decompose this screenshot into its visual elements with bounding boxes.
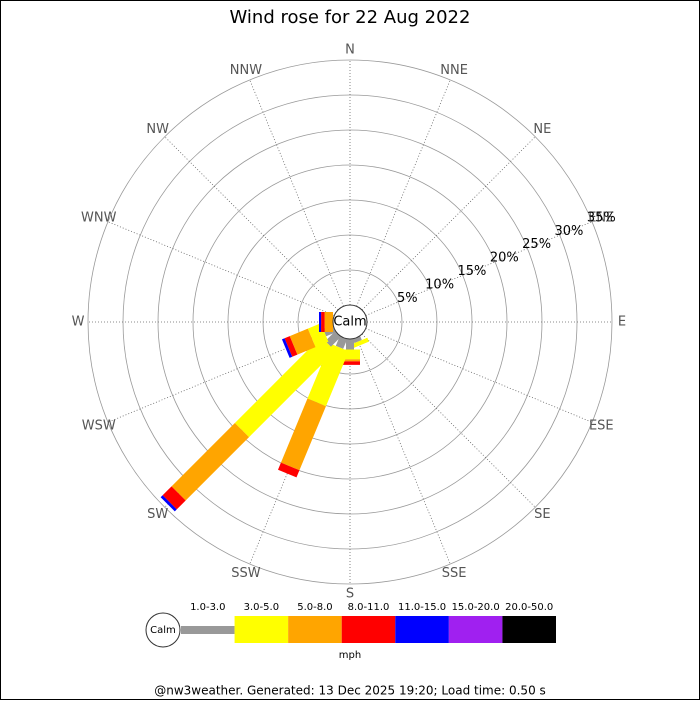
ring-label: 35% <box>587 210 616 225</box>
legend-swatch <box>234 616 289 643</box>
wind-bar <box>352 336 362 344</box>
direction-label: E <box>618 315 626 330</box>
wind-bar <box>171 422 250 501</box>
legend-label: 20.0-50.0 <box>505 602 553 613</box>
direction-label: NNW <box>230 63 262 78</box>
wind-bar <box>307 343 349 407</box>
direction-label: SSE <box>442 566 467 581</box>
legend-swatch <box>341 616 396 643</box>
direction-label: ESE <box>589 419 614 434</box>
wind-bar <box>346 339 354 350</box>
calm-circle <box>332 304 368 340</box>
legend-label: 11.0-15.0 <box>398 602 446 613</box>
ring-label: 15% <box>457 264 486 279</box>
direction-label: N <box>345 43 355 58</box>
spoke <box>365 221 593 316</box>
spoke <box>107 328 335 423</box>
spoke <box>249 337 344 565</box>
ring <box>192 164 508 480</box>
direction-label: NE <box>533 122 551 137</box>
wind-bar <box>281 338 293 358</box>
wind-bar <box>284 336 298 357</box>
spoke <box>356 337 451 565</box>
legend-unit: mph <box>339 650 361 661</box>
wind-bar <box>324 312 333 332</box>
wind-bar <box>307 323 329 348</box>
direction-label: WNW <box>81 210 117 225</box>
direction-label: SSW <box>231 566 261 581</box>
spoke <box>361 136 536 311</box>
wind-bar <box>319 312 322 332</box>
legend-label: 3.0-5.0 <box>244 602 279 613</box>
wind-bar <box>160 495 177 512</box>
wind-bar <box>321 312 325 332</box>
wind-bar <box>335 336 348 349</box>
spoke <box>361 333 536 508</box>
legend-label: 15.0-20.0 <box>452 602 500 613</box>
legend-swatch <box>502 616 556 643</box>
direction-label: NW <box>146 122 169 137</box>
wind-bar <box>325 331 341 347</box>
direction-label: W <box>72 315 85 330</box>
spoke <box>249 79 344 307</box>
ring <box>297 269 403 375</box>
spoke <box>365 328 593 423</box>
wind-bar <box>278 462 300 478</box>
direction-label: SE <box>534 507 550 522</box>
ring-label: 20% <box>490 251 519 266</box>
spoke <box>356 79 451 307</box>
legend-swatch <box>288 616 342 643</box>
footer: @nw3weather. Generated: 13 Dec 2025 19:2… <box>154 684 546 698</box>
direction-label: SW <box>147 507 168 522</box>
wind-bar <box>162 486 186 510</box>
legend-label: 5.0-8.0 <box>297 602 332 613</box>
spoke <box>164 136 339 311</box>
legend-swatch <box>181 626 235 634</box>
direction-label: WSW <box>82 419 116 434</box>
wind-bar <box>234 336 336 438</box>
ring-label: 30% <box>555 224 584 239</box>
wind-bar <box>289 328 316 355</box>
chart-title: Wind rose for 22 Aug 2022 <box>230 7 471 28</box>
ring-label: 5% <box>397 291 418 306</box>
legend-swatch <box>395 616 449 643</box>
wind-bar <box>280 398 326 471</box>
legend-label: 1.0-3.0 <box>190 602 225 613</box>
ring-label: 25% <box>522 237 551 252</box>
ring-label: 10% <box>425 277 454 292</box>
legend-calm-label: Calm <box>150 625 176 636</box>
wind-bar <box>340 361 360 365</box>
legend-calm-circle <box>145 612 181 648</box>
calm-label: Calm <box>333 315 366 330</box>
legend-swatch <box>448 616 503 643</box>
direction-label: ENE <box>588 210 614 225</box>
direction-label: S <box>346 587 354 602</box>
legend-label: 8.0-11.0 <box>348 602 390 613</box>
ring <box>87 59 613 585</box>
direction-label: NNE <box>440 63 468 78</box>
spoke <box>107 221 335 316</box>
